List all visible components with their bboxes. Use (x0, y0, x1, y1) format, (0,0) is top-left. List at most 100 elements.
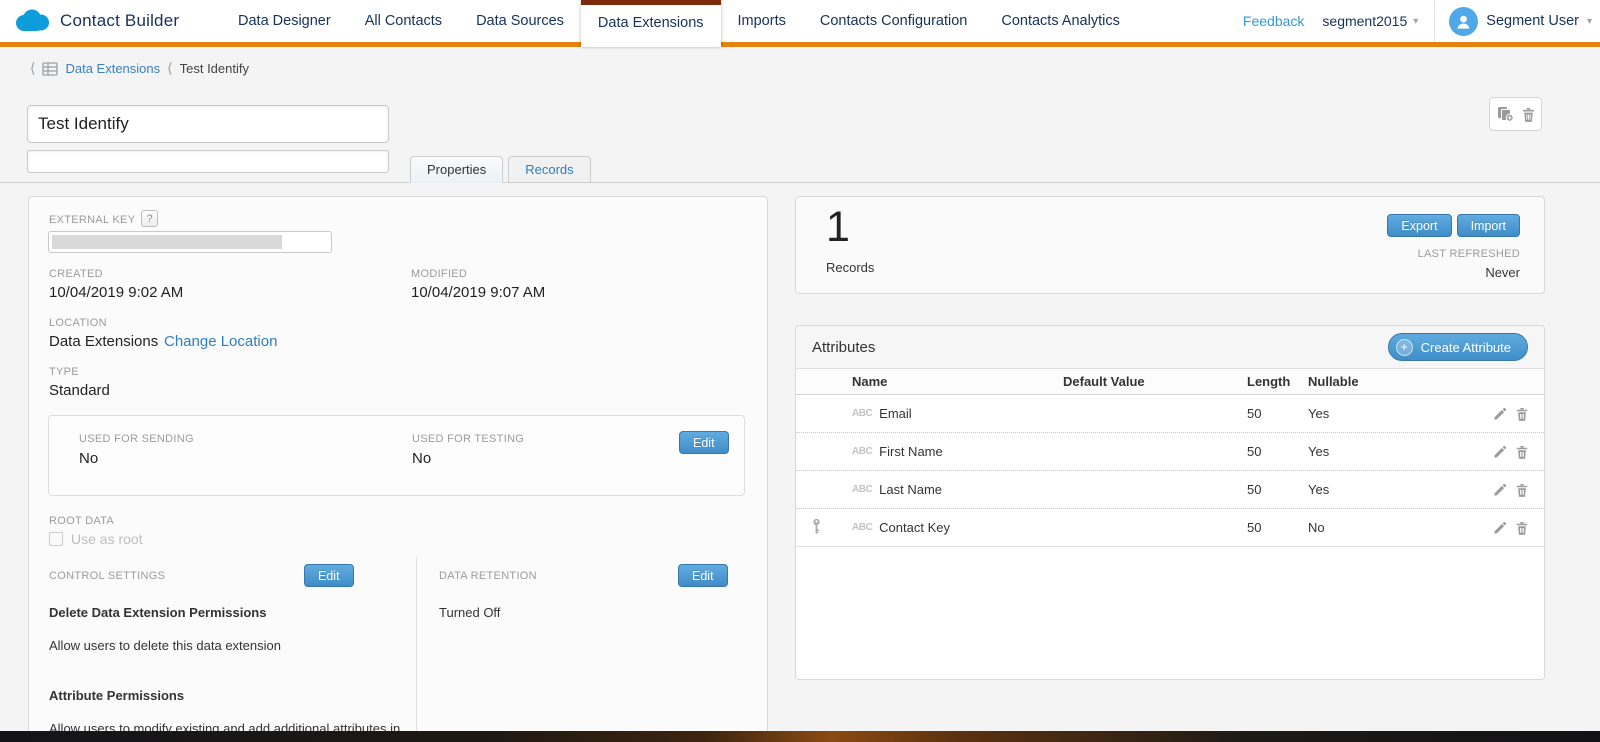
attributes-table-header: Name Default Value Length Nullable (796, 369, 1544, 395)
account-name: segment2015 (1322, 13, 1408, 29)
tab-properties[interactable]: Properties (410, 156, 504, 183)
column-length: Length (1247, 374, 1291, 389)
export-button[interactable]: Export (1387, 214, 1452, 237)
nav-item-contacts-configuration[interactable]: Contacts Configuration (819, 13, 968, 29)
records-label: Records (826, 260, 875, 275)
nav-item-imports[interactable]: Imports (737, 13, 786, 29)
column-name: Name (852, 374, 888, 389)
records-summary-panel: 1 Records Export Import LAST REFRESHED N… (795, 196, 1545, 294)
attribute-permissions-title: Attribute Permissions (49, 688, 185, 703)
edit-control-settings-button[interactable]: Edit (304, 564, 354, 587)
redacted-value (52, 235, 282, 249)
import-button[interactable]: Import (1456, 214, 1520, 237)
root-data-label: ROOT DATA (49, 515, 115, 527)
extension-description-input[interactable] (27, 150, 389, 173)
accent-bar (0, 42, 1600, 47)
data-retention-value: Turned Off (439, 605, 501, 620)
edit-attribute-icon[interactable] (1493, 407, 1507, 421)
used-for-testing-value: No (412, 450, 432, 467)
nav-item-data-sources[interactable]: Data Sources (476, 13, 564, 29)
tab-baseline-divider (0, 182, 1600, 183)
edit-data-retention-button[interactable]: Edit (678, 564, 728, 587)
nav-item-all-contacts[interactable]: All Contacts (364, 13, 443, 29)
top-navigation-bar: Contact Builder Data Designer All Contac… (0, 0, 1600, 47)
table-row: ABC Contact Key 50 No (796, 509, 1544, 547)
detail-tabs: Properties Records (410, 156, 591, 183)
external-key-label: EXTERNAL KEY (49, 214, 136, 226)
breadcrumb-current: Test Identify (179, 61, 249, 76)
nav-item-data-designer[interactable]: Data Designer (238, 13, 331, 29)
data-extension-grid-icon (42, 61, 59, 76)
modified-label: MODIFIED (411, 268, 468, 280)
properties-panel: EXTERNAL KEY ? CREATED 10/04/2019 9:02 A… (28, 196, 768, 731)
created-value: 10/04/2019 9:02 AM (49, 284, 184, 301)
delete-extension-icon[interactable] (1522, 107, 1535, 122)
delete-attribute-icon[interactable] (1516, 483, 1528, 497)
table-row: ABC First Name 50 Yes (796, 433, 1544, 471)
account-menu[interactable]: segment2015 ▾ (1322, 13, 1418, 29)
breadcrumb-back-icon[interactable]: ⟨ (30, 60, 36, 76)
extension-actions-group (1489, 97, 1542, 131)
attribute-length: 50 (1247, 406, 1262, 421)
last-refreshed-label: LAST REFRESHED (1417, 248, 1520, 260)
data-retention-label: DATA RETENTION (439, 570, 537, 582)
chevron-down-icon: ▾ (1586, 15, 1592, 27)
attribute-nullable: Yes (1308, 406, 1330, 421)
create-attribute-button[interactable]: + Create Attribute (1387, 333, 1528, 361)
edit-attribute-icon[interactable] (1493, 521, 1507, 535)
column-nullable: Nullable (1308, 374, 1359, 389)
text-type-icon: ABC (852, 484, 873, 495)
extension-name-input[interactable] (27, 105, 389, 143)
help-icon[interactable]: ? (141, 210, 158, 227)
type-label: TYPE (49, 366, 79, 378)
attribute-permissions-desc: Allow users to modify existing and add a… (49, 721, 401, 731)
attribute-length: 50 (1247, 444, 1262, 459)
copy-extension-icon[interactable] (1497, 106, 1514, 122)
edit-attribute-icon[interactable] (1493, 445, 1507, 459)
user-name: Segment User (1486, 13, 1579, 29)
attribute-nullable: Yes (1308, 482, 1330, 497)
create-attribute-label: Create Attribute (1420, 339, 1511, 355)
app-brand: Contact Builder (14, 0, 179, 42)
attributes-header: Attributes + Create Attribute (796, 326, 1544, 369)
delete-attribute-icon[interactable] (1516, 521, 1528, 535)
delete-permissions-title: Delete Data Extension Permissions (49, 605, 267, 620)
attributes-title: Attributes (812, 338, 876, 356)
tab-records[interactable]: Records (508, 156, 591, 183)
nav-divider (1434, 0, 1436, 42)
use-as-root-label: Use as root (71, 531, 143, 547)
attribute-name: Last Name (879, 482, 943, 497)
attributes-table-body: ABC Email 50 Yes (796, 395, 1544, 679)
attribute-length: 50 (1247, 520, 1262, 535)
attribute-name: Email (879, 406, 912, 421)
used-for-sending-label: USED FOR SENDING (79, 433, 194, 445)
plus-icon: + (1395, 338, 1413, 356)
nav-item-data-extensions[interactable]: Data Extensions (580, 0, 721, 47)
column-divider (416, 557, 417, 731)
external-key-input[interactable] (48, 231, 332, 253)
feedback-link[interactable]: Feedback (1242, 13, 1305, 29)
table-row: ABC Last Name 50 Yes (796, 471, 1544, 509)
delete-attribute-icon[interactable] (1516, 445, 1528, 459)
used-for-testing-label: USED FOR TESTING (412, 433, 525, 445)
breadcrumb: ⟨ Data Extensions ⟨ Test Identify (30, 60, 249, 77)
delete-attribute-icon[interactable] (1516, 407, 1528, 421)
primary-key-icon (812, 518, 821, 538)
user-menu[interactable]: Segment User ▾ (1449, 6, 1592, 36)
text-type-icon: ABC (852, 446, 873, 457)
edit-attribute-icon[interactable] (1493, 483, 1507, 497)
modified-value: 10/04/2019 9:07 AM (411, 284, 546, 301)
avatar (1449, 6, 1479, 36)
use-as-root-checkbox (49, 532, 63, 546)
change-location-link[interactable]: Change Location (164, 333, 278, 350)
nav-item-contacts-analytics[interactable]: Contacts Analytics (1001, 13, 1120, 29)
record-count: 1 (826, 203, 850, 251)
edit-sending-button[interactable]: Edit (679, 431, 729, 454)
created-label: CREATED (49, 268, 103, 280)
text-type-icon: ABC (852, 408, 873, 419)
type-value: Standard (49, 382, 110, 399)
nav-right-cluster: Feedback segment2015 ▾ Segment User ▾ (1243, 0, 1592, 42)
primary-nav: Data Designer All Contacts Data Sources … (221, 0, 1137, 47)
breadcrumb-parent-link[interactable]: Data Extensions (65, 61, 161, 76)
